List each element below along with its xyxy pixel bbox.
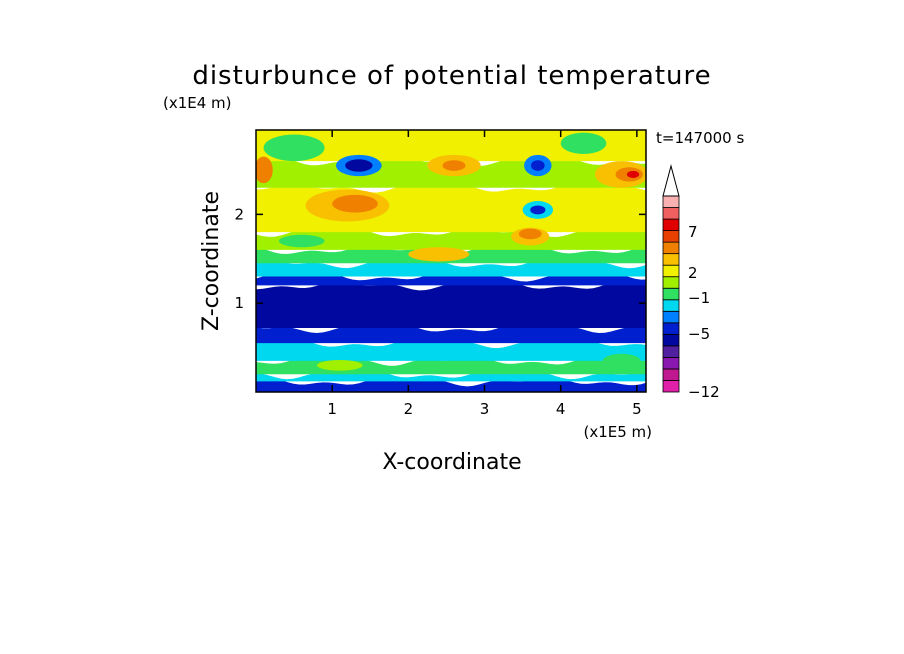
colorbar-swatch (662, 368, 680, 381)
colorbar: 7 2 −1 −5 −12 (662, 164, 720, 401)
contour-region (626, 170, 640, 178)
contour-region (560, 132, 607, 154)
contour-region (256, 156, 273, 184)
colorbar-swatch (662, 276, 680, 289)
y-tick-label: 2 (234, 205, 244, 223)
colorbar-swatch (662, 333, 680, 347)
colorbar-swatch (662, 299, 680, 312)
colorbar-label: 7 (688, 223, 698, 241)
contour-band (256, 130, 646, 162)
y-axis-title: Z-coordinate (199, 191, 224, 331)
x-tick-label: 2 (404, 400, 414, 418)
x-unit-label: (x1E5 m) (583, 423, 652, 441)
contour-region (332, 194, 378, 213)
colorbar-swatch (662, 345, 680, 358)
x-tick-label: 5 (632, 400, 642, 418)
contour-region (263, 134, 325, 162)
contour-band (256, 271, 646, 286)
contour-region (530, 160, 545, 171)
x-tick-label: 3 (480, 400, 490, 418)
contour-band (256, 227, 646, 250)
contour-band (256, 323, 646, 344)
chart-title: disturbunce of potential temperature (192, 61, 711, 91)
colorbar-label: −5 (688, 325, 710, 343)
x-axis-title: X-coordinate (382, 450, 521, 475)
colorbar-swatch (662, 322, 680, 335)
plot-frame (255, 129, 647, 393)
colorbar-swatch (662, 357, 680, 370)
colorbar-swatch (662, 195, 680, 208)
x-tick-label: 4 (556, 400, 566, 418)
contour-region (602, 353, 641, 369)
colorbar-label: 2 (688, 264, 698, 282)
x-tick-label: 1 (327, 400, 337, 418)
colorbar-swatch (662, 310, 680, 324)
y-axis: 12 (234, 205, 646, 312)
colorbar-swatch (662, 207, 680, 220)
time-label: t=147000 s (656, 129, 744, 147)
contour-region (345, 159, 373, 172)
contour-band (256, 280, 646, 329)
colorbar-label: −1 (688, 289, 710, 307)
y-unit-label: (x1E4 m) (163, 94, 232, 112)
contour-region (408, 247, 470, 262)
contour-region (530, 205, 546, 215)
colorbar-extend-arrow (662, 164, 680, 197)
y-tick-label: 1 (234, 294, 244, 312)
colorbar-swatch (662, 230, 680, 243)
contour-region (442, 160, 466, 171)
plot-area (256, 130, 646, 392)
colorbar-swatch (662, 380, 680, 393)
colorbar-label: −12 (688, 383, 720, 401)
colorbar-swatch (662, 287, 680, 301)
colorbar-swatch (662, 264, 680, 278)
colorbar-swatch (662, 241, 680, 255)
contour-region (278, 234, 325, 248)
colorbar-swatch (662, 253, 680, 266)
contour-region (518, 228, 542, 240)
x-axis: 1 2 3 4 5 (327, 130, 642, 418)
contour-region (316, 360, 363, 371)
contour-band (256, 338, 646, 361)
colorbar-swatch (662, 218, 680, 231)
